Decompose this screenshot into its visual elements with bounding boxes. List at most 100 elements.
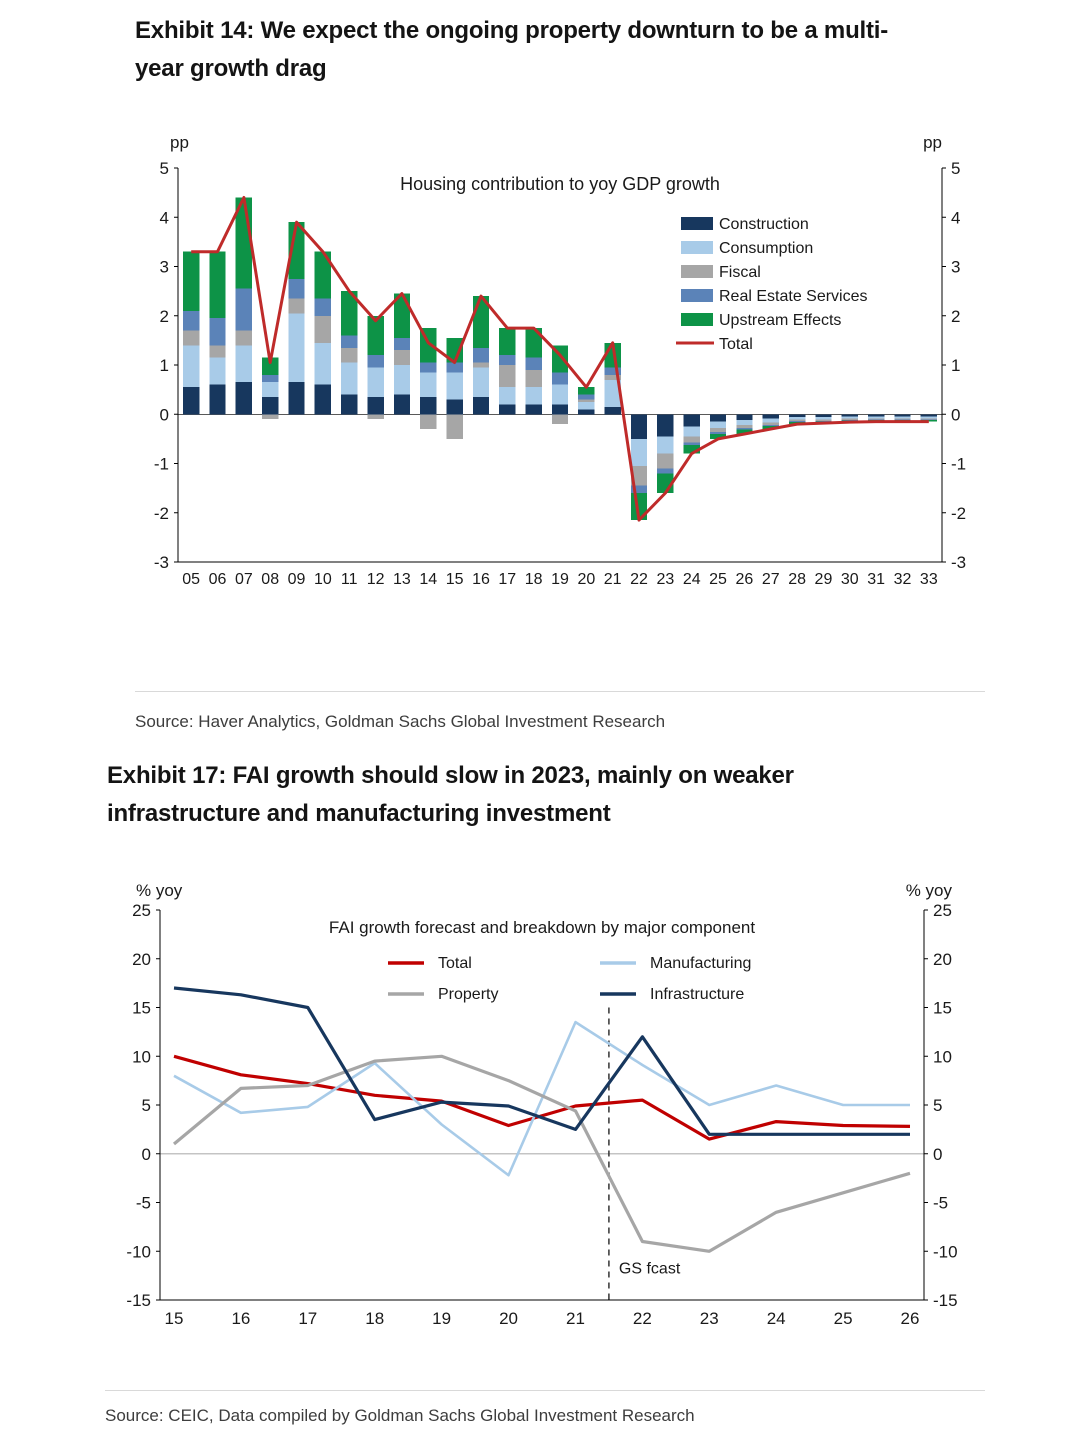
y-tick-label: 2 <box>160 307 169 326</box>
bar-segment <box>183 310 200 331</box>
bar-segment <box>815 419 832 422</box>
bar-segment <box>630 438 648 466</box>
bar-segment <box>920 416 937 419</box>
x-tick-label: 13 <box>393 571 411 588</box>
bar-segment <box>288 313 305 383</box>
bar-segment <box>393 293 411 338</box>
x-tick-label: 07 <box>235 571 253 588</box>
bar-segment <box>420 414 437 430</box>
bar-segment <box>709 433 727 439</box>
y-tick-label: 1 <box>160 356 169 375</box>
bar-segment <box>367 315 384 356</box>
bar-segment <box>815 421 832 422</box>
x-tick-label: 09 <box>288 571 306 588</box>
bar-segment <box>841 416 858 419</box>
bar-segment <box>446 399 463 415</box>
x-tick-label: 25 <box>834 1309 853 1328</box>
bar-segment <box>841 420 858 421</box>
bar-segment <box>393 350 411 365</box>
x-tick-label: 17 <box>498 571 516 588</box>
y-tick-label: 5 <box>933 1096 942 1115</box>
divider <box>105 1390 985 1391</box>
bar-segment <box>894 416 911 419</box>
y-tick-label: -15 <box>933 1291 958 1310</box>
y-tick-label: -1 <box>154 455 169 474</box>
bar-segment <box>393 337 411 351</box>
bar-segment <box>762 422 779 426</box>
bar-segment <box>262 414 279 420</box>
bar-segment <box>314 384 332 415</box>
bar-segment <box>867 416 885 419</box>
bar-segment <box>499 404 516 415</box>
bar-segment <box>525 387 542 405</box>
x-tick-label: 29 <box>815 571 833 588</box>
legend-label: Infrastructure <box>650 986 744 1003</box>
legend-label: Total <box>438 955 472 972</box>
bar-segment <box>209 318 226 346</box>
bar-segment <box>209 384 226 415</box>
x-tick-label: 21 <box>604 571 622 588</box>
bar-segment <box>314 251 332 299</box>
x-tick-label: 10 <box>314 571 332 588</box>
x-tick-label: 31 <box>867 571 885 588</box>
bar-segment <box>472 367 490 398</box>
bar-segment <box>709 421 727 429</box>
bar-segment <box>499 328 516 356</box>
bar-segment <box>183 251 200 311</box>
x-tick-label: 19 <box>432 1309 451 1328</box>
bar-segment <box>235 345 253 383</box>
bar-segment <box>657 414 674 437</box>
fai-chart-canvas: 25 25 20 20 15 15 10 10 5 5 0 0 -5 -5 -10 -10 -15 -15 15 16… <box>126 881 958 1328</box>
bar-segment <box>683 426 700 437</box>
bar-segment <box>788 419 806 422</box>
bar-segment <box>762 414 779 419</box>
x-tick-label: 19 <box>551 571 569 588</box>
x-tick-label: 12 <box>367 571 385 588</box>
bar-segment <box>420 362 437 373</box>
bar-segment <box>341 347 358 363</box>
bar-segment <box>788 414 806 418</box>
bar-segment <box>446 337 463 363</box>
bar-segment <box>815 414 832 418</box>
x-tick-label: 28 <box>788 571 806 588</box>
bar-segment <box>341 335 358 348</box>
legend-label: Upstream Effects <box>719 312 841 329</box>
bar-segment <box>341 362 358 395</box>
bar-segment <box>262 357 279 375</box>
bar-segment <box>262 382 279 398</box>
legend-label: Property <box>438 986 498 1003</box>
legend-label: Manufacturing <box>650 955 751 972</box>
y-tick-label: -5 <box>136 1194 151 1213</box>
x-tick-label: 15 <box>446 571 464 588</box>
bar-segment <box>183 345 200 388</box>
bar-segment <box>367 414 384 420</box>
bar-segment <box>578 399 595 402</box>
bar-segment <box>420 397 437 415</box>
x-tick-label: 20 <box>577 571 595 588</box>
y-tick-label: -15 <box>126 1291 151 1310</box>
legend-label: Real Estate Services <box>719 288 868 305</box>
x-tick-label: 26 <box>736 571 754 588</box>
x-tick-label: 25 <box>709 571 727 588</box>
bar-segment <box>288 278 305 299</box>
x-tick-label: 08 <box>261 571 279 588</box>
bar-segment <box>920 418 937 420</box>
bar-segment <box>630 414 648 439</box>
bar-segment <box>841 414 858 417</box>
bar-segment <box>709 431 727 434</box>
y-tick-label: -2 <box>154 504 169 523</box>
x-tick-label: 24 <box>683 571 701 588</box>
bar-segment <box>578 409 595 415</box>
bar-segment <box>420 372 437 398</box>
bar-segment <box>683 436 700 443</box>
chart-inner-title: Housing contribution to yoy GDP growth <box>400 174 720 194</box>
bar-segment <box>920 414 937 417</box>
y-tick-label: 3 <box>160 258 169 277</box>
y-tick-label: -1 <box>951 455 966 474</box>
x-tick-label: 14 <box>419 571 437 588</box>
y-tick-label: 10 <box>132 1047 151 1066</box>
legend-swatch <box>681 313 713 326</box>
y-tick-label: 10 <box>933 1047 952 1066</box>
y-tick-label: 15 <box>933 999 952 1018</box>
bar-segment <box>551 372 569 385</box>
